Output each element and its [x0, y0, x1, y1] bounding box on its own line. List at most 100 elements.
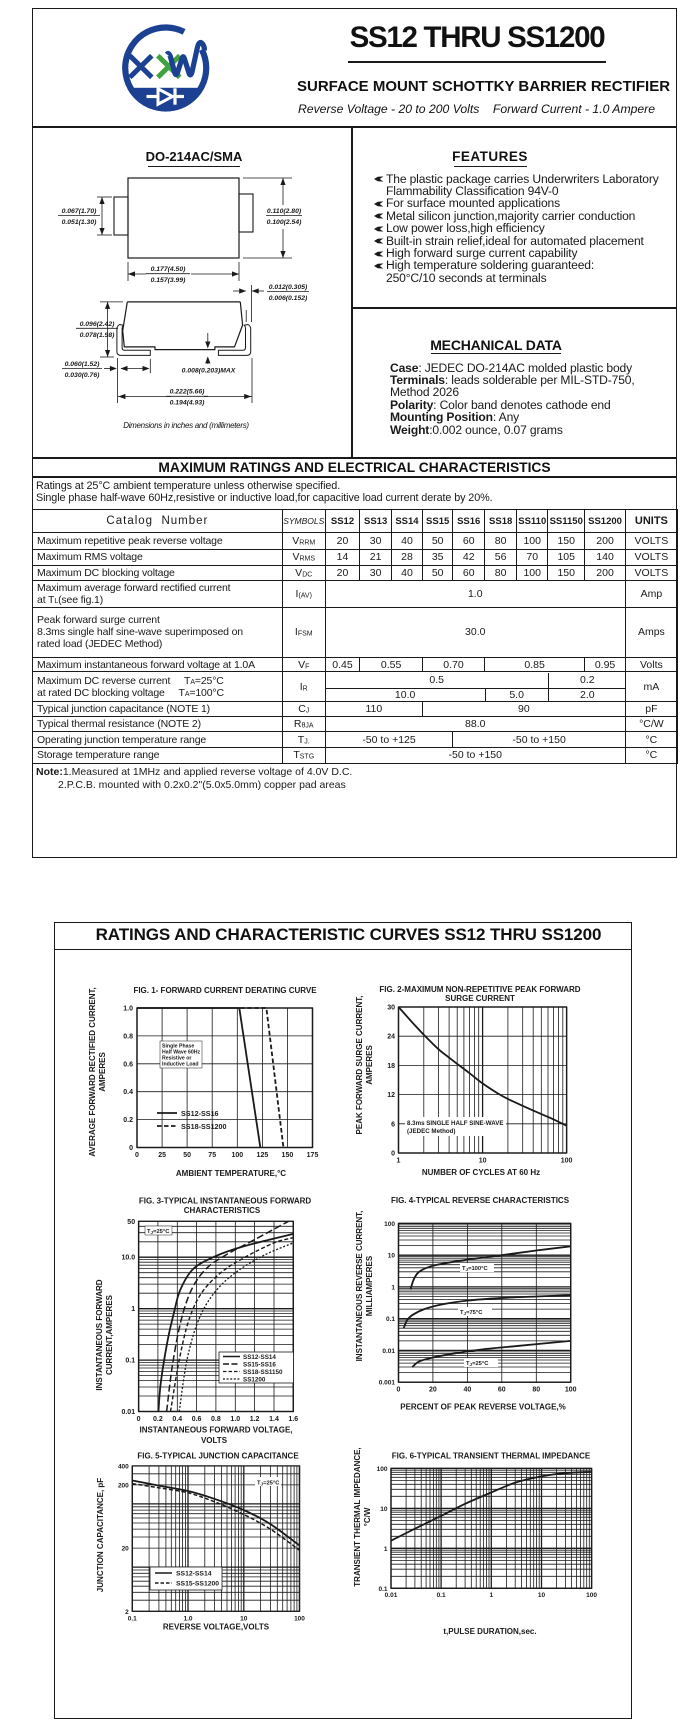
svg-text:0.1: 0.1 — [128, 1615, 137, 1622]
svg-text:0: 0 — [391, 1151, 395, 1158]
svg-text:0.1: 0.1 — [437, 1592, 446, 1599]
svg-text:0.067(1.70): 0.067(1.70) — [62, 208, 98, 215]
svg-text:18: 18 — [387, 1063, 395, 1070]
svg-text:VOLTS: VOLTS — [201, 1436, 228, 1445]
svg-text:10: 10 — [479, 1158, 487, 1165]
svg-text:PEAK FORWARD SURGE CURRENT,: PEAK FORWARD SURGE CURRENT, — [355, 996, 364, 1135]
svg-text:(JEDEC Method): (JEDEC Method) — [407, 1128, 455, 1135]
svg-text:0.008(0.203)MAX: 0.008(0.203)MAX — [182, 368, 236, 375]
svg-text:0.177(4.50): 0.177(4.50) — [151, 266, 187, 273]
svg-text:1.0: 1.0 — [123, 1006, 133, 1013]
svg-text:AMPERES: AMPERES — [98, 1052, 107, 1092]
svg-text:FIG. 2-MAXIMUM NON-REPETITIVE: FIG. 2-MAXIMUM NON-REPETITIVE PEAK FORWA… — [379, 985, 580, 994]
svg-text:0.222(5.66): 0.222(5.66) — [170, 388, 206, 395]
svg-text:SS12-SS14: SS12-SS14 — [176, 1571, 212, 1578]
svg-text:1.2: 1.2 — [250, 1416, 260, 1423]
svg-text:SS15-SS16: SS15-SS16 — [243, 1361, 276, 1368]
svg-text:1.0: 1.0 — [183, 1615, 192, 1622]
svg-text:FIG. 3-TYPICAL INSTANTANEOUS F: FIG. 3-TYPICAL INSTANTANEOUS FORWARD — [139, 1197, 312, 1206]
svg-text:0.6: 0.6 — [192, 1416, 202, 1423]
svg-text:TJ=100°C: TJ=100°C — [462, 1266, 488, 1272]
svg-text:CURRENT,AMPERES: CURRENT,AMPERES — [105, 1294, 114, 1375]
svg-text:0.1: 0.1 — [386, 1316, 395, 1323]
svg-text:0: 0 — [397, 1387, 401, 1394]
svg-text:1.4: 1.4 — [269, 1416, 279, 1423]
svg-text:Inductive Load: Inductive Load — [162, 1062, 199, 1068]
svg-text:SS12-SS16: SS12-SS16 — [181, 1109, 219, 1118]
svg-text:0: 0 — [129, 1145, 133, 1152]
svg-text:0.2: 0.2 — [153, 1416, 163, 1423]
svg-text:200: 200 — [118, 1482, 129, 1489]
svg-text:0.006(0.152): 0.006(0.152) — [269, 295, 308, 302]
svg-text:8.3ms SINGLE HALF SINE-WAVE: 8.3ms SINGLE HALF SINE-WAVE — [407, 1120, 504, 1127]
svg-text:1: 1 — [384, 1546, 388, 1553]
svg-text:75: 75 — [208, 1152, 216, 1159]
svg-text:TJ=75°C: TJ=75°C — [460, 1310, 483, 1316]
svg-text:0.8: 0.8 — [211, 1416, 221, 1423]
svg-text:60: 60 — [498, 1387, 506, 1394]
svg-text:TJ=25°C: TJ=25°C — [147, 1229, 170, 1235]
svg-text:20: 20 — [122, 1546, 130, 1553]
svg-text:0.01: 0.01 — [121, 1409, 135, 1416]
svg-text:50: 50 — [127, 1219, 135, 1226]
svg-text:100: 100 — [565, 1387, 577, 1394]
svg-text:0.6: 0.6 — [123, 1061, 133, 1068]
svg-text:SS12-SS14: SS12-SS14 — [243, 1354, 276, 1361]
svg-text:0.194(4.93): 0.194(4.93) — [170, 399, 206, 406]
svg-text:0: 0 — [135, 1152, 139, 1159]
svg-text:Resistive or: Resistive or — [162, 1056, 191, 1062]
svg-text:0.001: 0.001 — [379, 1380, 396, 1387]
svg-text:50: 50 — [183, 1152, 191, 1159]
svg-text:125: 125 — [257, 1152, 269, 1159]
svg-text:INSTANTANEOUS FORWARD: INSTANTANEOUS FORWARD — [95, 1279, 104, 1390]
svg-text:1: 1 — [397, 1158, 401, 1165]
svg-text:TRANSIENT THERMAL IMPEDANCE,: TRANSIENT THERMAL IMPEDANCE, — [353, 1448, 362, 1587]
svg-text:PERCENT OF PEAK REVERSE VOLTAG: PERCENT OF PEAK REVERSE VOLTAGE,% — [400, 1403, 566, 1412]
svg-text:0.012(0.305): 0.012(0.305) — [269, 284, 308, 291]
svg-text:FIG. 5-TYPICAL JUNCTION CAPACI: FIG. 5-TYPICAL JUNCTION CAPACITANCE — [137, 1452, 299, 1461]
svg-text:SS18-SS1200: SS18-SS1200 — [181, 1122, 227, 1131]
svg-text:0.1: 0.1 — [125, 1358, 135, 1365]
svg-text:10: 10 — [538, 1592, 546, 1599]
svg-text:12: 12 — [387, 1092, 395, 1099]
svg-text:Half Wave 60Hz: Half Wave 60Hz — [162, 1050, 201, 1056]
svg-text:SS1200: SS1200 — [243, 1376, 266, 1383]
svg-text:JUNCTION CAPACITANCE, pF: JUNCTION CAPACITANCE, pF — [96, 1478, 105, 1592]
svg-text:100: 100 — [231, 1152, 243, 1159]
svg-text:0.157(3.99): 0.157(3.99) — [151, 277, 187, 284]
svg-text:0.096(2.42): 0.096(2.42) — [80, 321, 116, 328]
svg-text:t,PULSE DURATION,sec.: t,PULSE DURATION,sec. — [443, 1627, 536, 1636]
svg-text:40: 40 — [464, 1387, 472, 1394]
svg-text:FIG. 1- FORWARD CURRENT DERATI: FIG. 1- FORWARD CURRENT DERATING CURVE — [133, 986, 317, 995]
svg-text:REVERSE VOLTAGE,VOLTS: REVERSE VOLTAGE,VOLTS — [163, 1623, 270, 1632]
svg-text:AMPERES: AMPERES — [365, 1045, 374, 1085]
svg-text:NUMBER OF CYCLES AT 60 Hz: NUMBER OF CYCLES AT 60 Hz — [422, 1168, 540, 1177]
svg-text:INSTANTANEOUS FORWARD VOLTAGE,: INSTANTANEOUS FORWARD VOLTAGE, — [139, 1426, 292, 1435]
svg-text:25: 25 — [158, 1152, 166, 1159]
svg-text:2: 2 — [125, 1609, 129, 1616]
svg-text:0.4: 0.4 — [172, 1416, 182, 1423]
svg-text:1: 1 — [131, 1306, 135, 1313]
svg-text:0.1: 0.1 — [378, 1586, 387, 1593]
svg-text:1: 1 — [489, 1592, 493, 1599]
svg-text:MILLIAMPERES: MILLIAMPERES — [365, 1255, 374, 1316]
svg-text:24: 24 — [387, 1034, 395, 1041]
svg-text:0.030(0.76): 0.030(0.76) — [65, 372, 101, 379]
svg-text:°C/W: °C/W — [363, 1507, 372, 1526]
svg-text:10: 10 — [388, 1253, 396, 1260]
svg-text:30: 30 — [387, 1005, 395, 1012]
svg-text:TJ=25°C: TJ=25°C — [466, 1361, 489, 1367]
svg-text:100: 100 — [294, 1615, 305, 1622]
svg-text:100: 100 — [561, 1158, 573, 1165]
svg-text:SS18-SS1150: SS18-SS1150 — [243, 1369, 283, 1376]
svg-text:AVERAGE FORWARD RECTIFIED CURR: AVERAGE FORWARD RECTIFIED CURRENT, — [88, 987, 97, 1157]
svg-text:20: 20 — [429, 1387, 437, 1394]
svg-text:1: 1 — [391, 1284, 395, 1291]
svg-text:1.6: 1.6 — [288, 1416, 298, 1423]
svg-text:Single Phase: Single Phase — [162, 1044, 194, 1050]
svg-text:400: 400 — [118, 1463, 129, 1470]
svg-text:FIG. 4-TYPICAL REVERSE CHARACT: FIG. 4-TYPICAL REVERSE CHARACTERISTICS — [391, 1196, 570, 1205]
svg-text:100: 100 — [377, 1466, 388, 1473]
svg-text:0.110(2.80): 0.110(2.80) — [267, 208, 302, 215]
svg-text:TJ=25°C: TJ=25°C — [257, 1481, 280, 1487]
